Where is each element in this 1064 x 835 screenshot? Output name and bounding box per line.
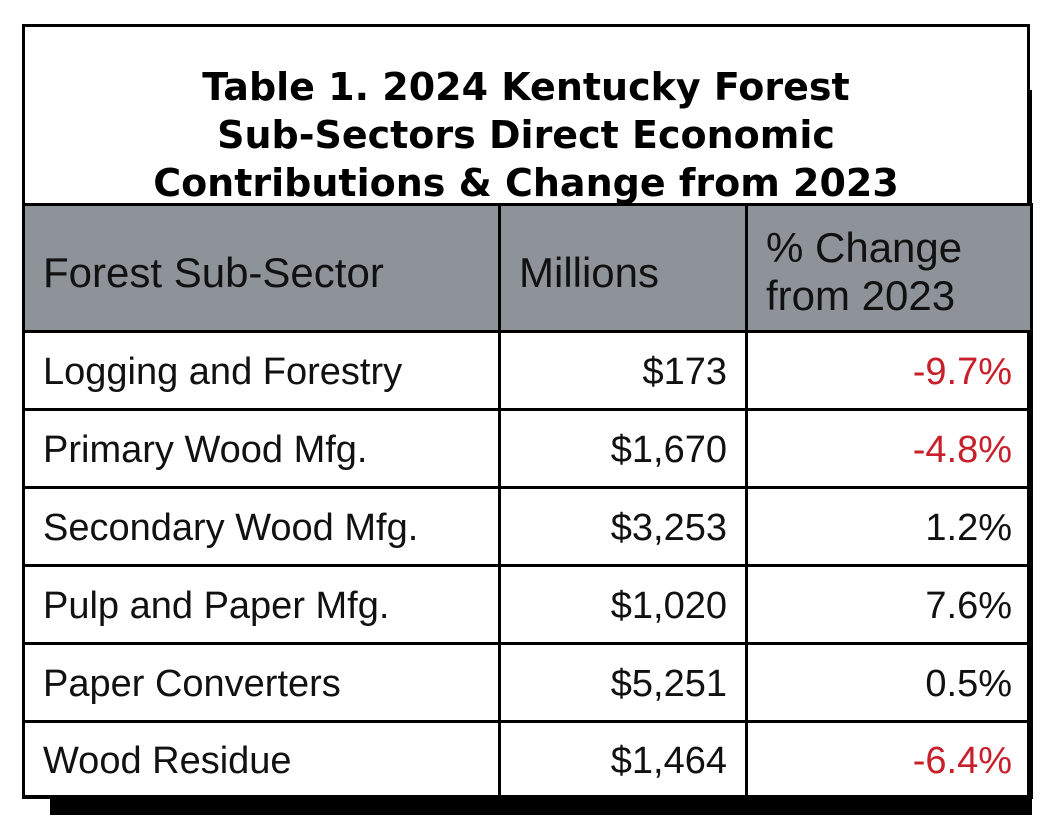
sector-cell: Logging and Forestry (22, 330, 501, 411)
table-row: Primary Wood Mfg. $1,670 -4.8% (22, 408, 1033, 489)
millions-cell: $173 (498, 330, 748, 411)
sector-cell: Secondary Wood Mfg. (22, 486, 501, 567)
change-cell: 0.5% (745, 642, 1033, 723)
sector-cell: Wood Residue (22, 720, 501, 799)
change-cell: -4.8% (745, 408, 1033, 489)
millions-cell: $1,670 (498, 408, 748, 489)
contributions-table: Forest Sub-Sector Millions % Change from… (22, 203, 1033, 799)
column-header-sector: Forest Sub-Sector (22, 203, 501, 333)
table-row: Pulp and Paper Mfg. $1,020 7.6% (22, 564, 1033, 645)
column-header-change: % Change from 2023 (745, 203, 1033, 333)
table-card: Table 1. 2024 Kentucky Forest Sub-Sector… (22, 24, 1033, 799)
table-row: Logging and Forestry $173 -9.7% (22, 330, 1033, 411)
table-row: Wood Residue $1,464 -6.4% (22, 720, 1033, 799)
table-title: Table 1. 2024 Kentucky Forest Sub-Sector… (153, 65, 899, 205)
table-row: Paper Converters $5,251 0.5% (22, 642, 1033, 723)
column-header-millions: Millions (498, 203, 748, 333)
sector-cell: Pulp and Paper Mfg. (22, 564, 501, 645)
millions-cell: $5,251 (498, 642, 748, 723)
millions-cell: $3,253 (498, 486, 748, 567)
change-cell: -6.4% (745, 720, 1033, 799)
change-cell: -9.7% (745, 330, 1033, 411)
change-cell: 1.2% (745, 486, 1033, 567)
sector-cell: Primary Wood Mfg. (22, 408, 501, 489)
sector-cell: Paper Converters (22, 642, 501, 723)
table-row: Secondary Wood Mfg. $3,253 1.2% (22, 486, 1033, 567)
header-row: Forest Sub-Sector Millions % Change from… (22, 203, 1033, 333)
millions-cell: $1,464 (498, 720, 748, 799)
millions-cell: $1,020 (498, 564, 748, 645)
change-cell: 7.6% (745, 564, 1033, 645)
